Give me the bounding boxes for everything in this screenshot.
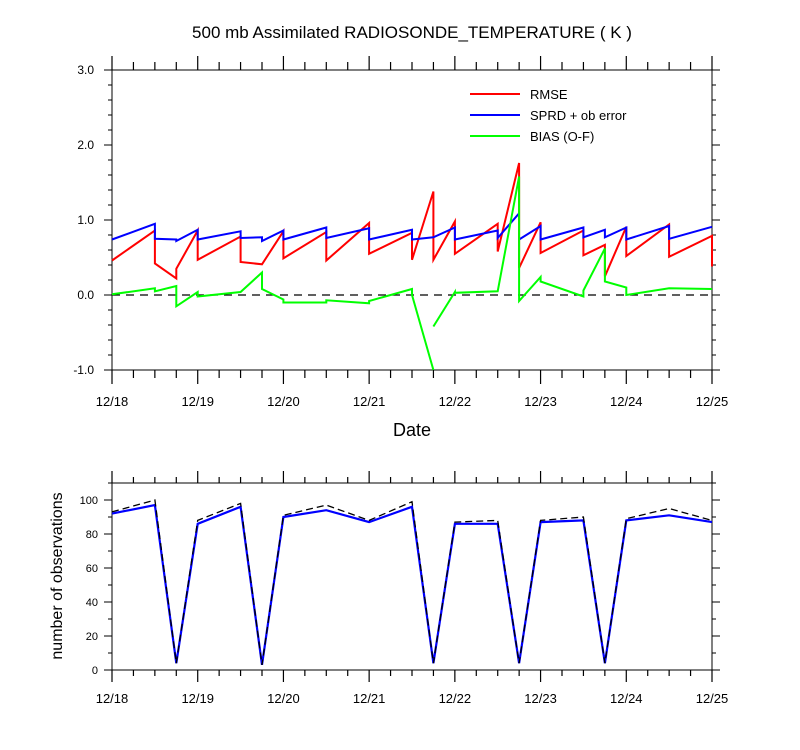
x-tick-label: 12/20 xyxy=(267,394,300,409)
x-tick-label: 12/21 xyxy=(353,394,386,409)
y-tick-label: 3.0 xyxy=(77,63,94,77)
legend: RMSE SPRD + ob error BIAS (O-F) xyxy=(470,87,627,144)
x-tick-label: 12/23 xyxy=(524,691,557,706)
series-line-assimilated xyxy=(111,503,713,666)
y-tick-labels: 0 20 40 60 80 100 xyxy=(80,495,98,677)
x-tick-label: 12/19 xyxy=(181,394,214,409)
series-line-sprd-ob-error xyxy=(518,224,713,241)
series-line-bias-o-f xyxy=(432,176,713,328)
y-tick-label: 2.0 xyxy=(77,138,94,152)
rmse-bias-chart: 500 mb Assimilated RADIOSONDE_TEMPERATUR… xyxy=(73,23,729,440)
y-tick-label: 80 xyxy=(86,529,98,541)
x-tick-label: 12/19 xyxy=(181,691,214,706)
y-tick-label: 0.0 xyxy=(77,288,94,302)
y-tick-label: 60 xyxy=(86,563,98,575)
series-lines xyxy=(111,162,713,371)
legend-label: SPRD + ob error xyxy=(530,108,627,123)
y-tick-label: 40 xyxy=(86,597,98,609)
tick-marks xyxy=(104,56,720,384)
series-line-bias-o-f xyxy=(111,270,435,371)
x-tick-label: 12/21 xyxy=(353,691,386,706)
x-axis-label: Date xyxy=(393,420,431,440)
y-tick-label: 1.0 xyxy=(77,213,94,227)
y-tick-label: 0 xyxy=(92,665,98,677)
series-line-sprd-ob-error xyxy=(111,212,520,243)
y-axis-label: number of observations xyxy=(49,492,66,659)
legend-label: BIAS (O-F) xyxy=(530,129,594,144)
y-tick-label: 20 xyxy=(86,631,98,643)
series-line-rmse xyxy=(111,162,713,281)
x-tick-label: 12/22 xyxy=(439,394,472,409)
series-line-total xyxy=(111,499,713,665)
x-tick-label: 12/25 xyxy=(696,691,729,706)
x-tick-label: 12/25 xyxy=(696,394,729,409)
legend-label: RMSE xyxy=(530,87,568,102)
series-lines xyxy=(111,499,713,666)
x-tick-labels: 12/18 12/19 12/20 12/21 12/22 12/23 12/24 12/25 xyxy=(96,394,729,409)
x-tick-label: 12/18 xyxy=(96,394,129,409)
x-tick-label: 12/24 xyxy=(610,394,643,409)
chart-title: 500 mb Assimilated RADIOSONDE_TEMPERATUR… xyxy=(192,23,632,42)
tick-marks xyxy=(104,471,720,682)
x-tick-label: 12/23 xyxy=(524,394,557,409)
y-tick-labels: -1.0 0.0 1.0 2.0 3.0 xyxy=(73,63,94,377)
x-tick-label: 12/24 xyxy=(610,691,643,706)
y-tick-label: -1.0 xyxy=(73,363,94,377)
y-tick-label: 100 xyxy=(80,495,98,507)
x-tick-labels: 12/18 12/19 12/20 12/21 12/22 12/23 12/24 12/25 xyxy=(96,691,729,706)
x-tick-label: 12/18 xyxy=(96,691,129,706)
x-tick-label: 12/22 xyxy=(439,691,472,706)
x-tick-label: 12/20 xyxy=(267,691,300,706)
